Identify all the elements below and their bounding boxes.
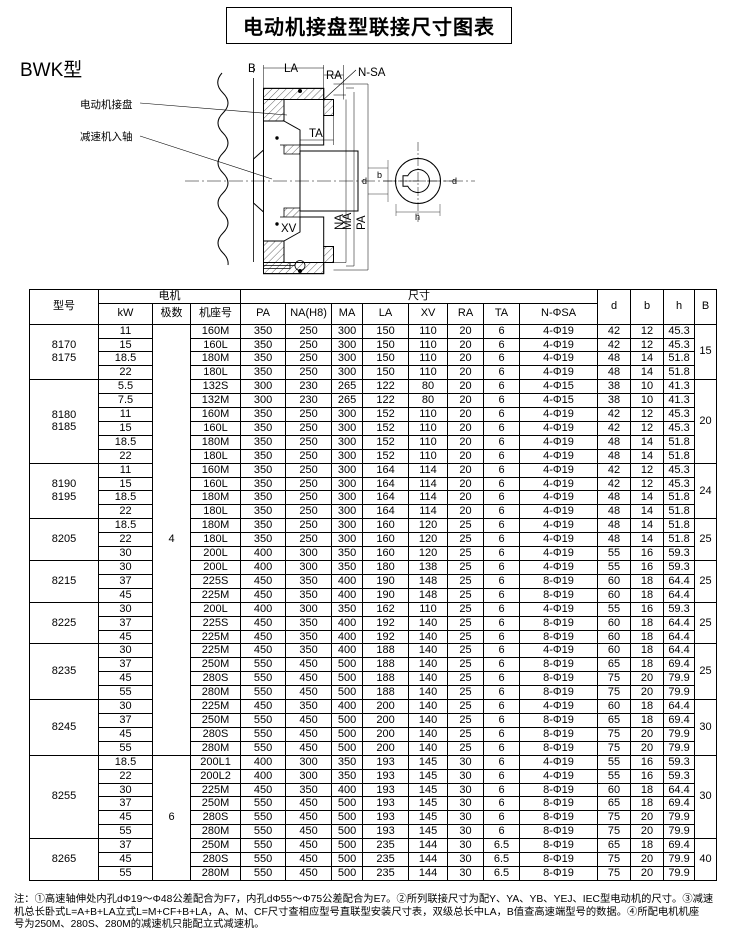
svg-text:N-SA: N-SA <box>358 67 386 79</box>
svg-text:MA: MA <box>342 212 354 230</box>
svg-text:减速机入轴: 减速机入轴 <box>80 130 133 143</box>
svg-text:电动机接盘: 电动机接盘 <box>80 98 133 111</box>
svg-text:XV: XV <box>281 223 297 235</box>
svg-text:d: d <box>452 176 457 186</box>
svg-text:d: d <box>362 176 367 186</box>
svg-text:B: B <box>248 63 256 75</box>
svg-text:h: h <box>415 212 420 222</box>
svg-text:LA: LA <box>284 63 298 75</box>
svg-text:TA: TA <box>309 128 323 140</box>
svg-text:PA: PA <box>356 215 368 230</box>
svg-text:b: b <box>377 170 382 180</box>
svg-text:RA: RA <box>326 70 342 82</box>
